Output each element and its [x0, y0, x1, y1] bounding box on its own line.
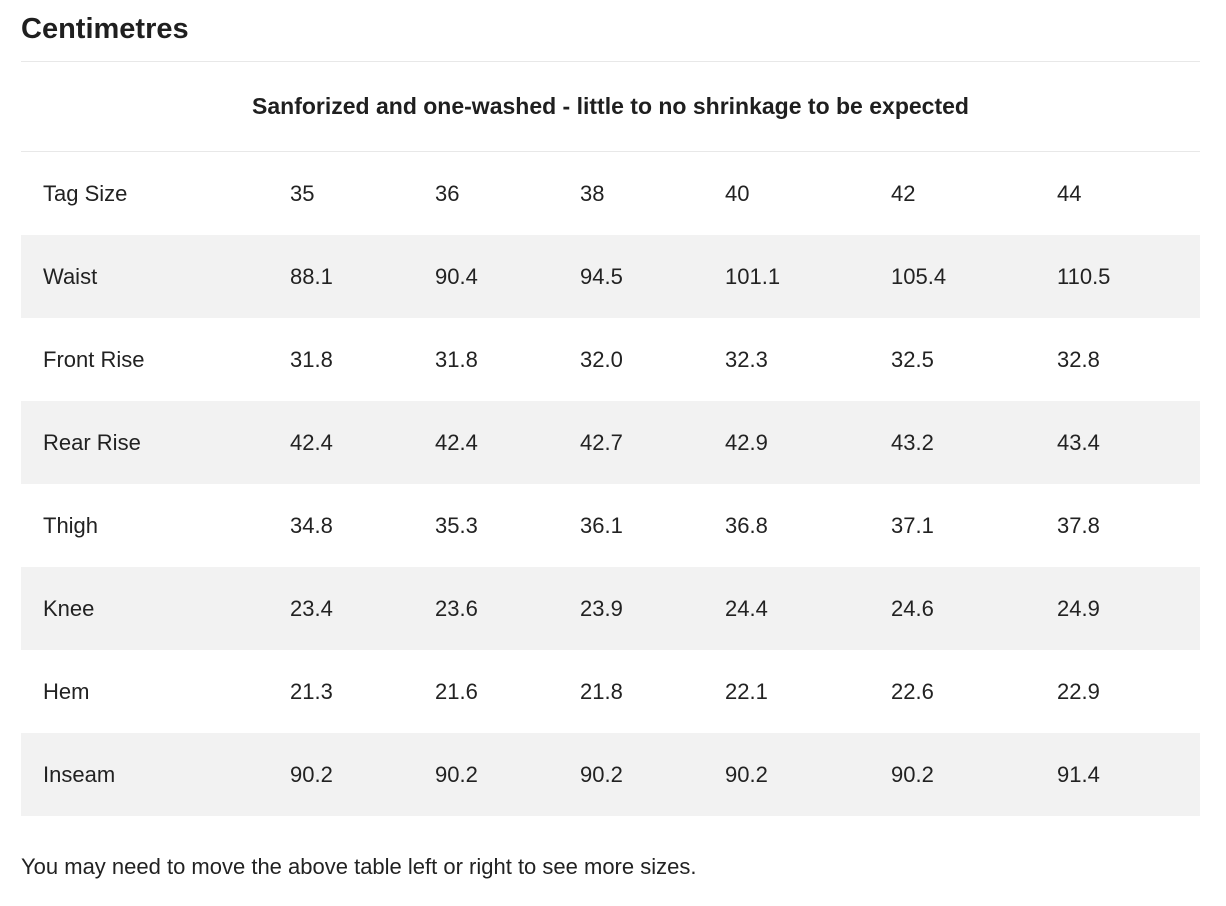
table-cell: 90.2	[558, 733, 703, 816]
section-heading: Centimetres	[21, 0, 1200, 62]
table-cell: 90.4	[413, 235, 558, 318]
table-cell: 36.1	[558, 484, 703, 567]
table-cell: 24.9	[1035, 567, 1200, 650]
row-label: Tag Size	[21, 151, 268, 235]
table-cell: 94.5	[558, 235, 703, 318]
table-cell: 36.8	[703, 484, 869, 567]
table-cell: 23.6	[413, 567, 558, 650]
table-cell: 42.4	[413, 401, 558, 484]
table-cell: 42	[869, 151, 1035, 235]
table-cell: 90.2	[413, 733, 558, 816]
table-cell: 91.4	[1035, 733, 1200, 816]
table-cell: 88.1	[268, 235, 413, 318]
table-row: Tag Size 35 36 38 40 42 44	[21, 151, 1200, 235]
table-cell: 32.5	[869, 318, 1035, 401]
size-chart-table: Sanforized and one-washed - little to no…	[21, 62, 1200, 816]
table-cell: 31.8	[413, 318, 558, 401]
row-label: Thigh	[21, 484, 268, 567]
table-cell: 90.2	[869, 733, 1035, 816]
table-cell: 90.2	[703, 733, 869, 816]
table-cell: 24.4	[703, 567, 869, 650]
table-cell: 42.4	[268, 401, 413, 484]
table-cell: 36	[413, 151, 558, 235]
row-label: Hem	[21, 650, 268, 733]
row-label: Knee	[21, 567, 268, 650]
table-cell: 37.1	[869, 484, 1035, 567]
row-label: Rear Rise	[21, 401, 268, 484]
row-label: Waist	[21, 235, 268, 318]
table-cell: 42.7	[558, 401, 703, 484]
table-cell: 43.4	[1035, 401, 1200, 484]
table-row: Thigh 34.8 35.3 36.1 36.8 37.1 37.8	[21, 484, 1200, 567]
table-cell: 105.4	[869, 235, 1035, 318]
table-row: Waist 88.1 90.4 94.5 101.1 105.4 110.5	[21, 235, 1200, 318]
table-caption: Sanforized and one-washed - little to no…	[21, 62, 1200, 152]
table-cell: 22.1	[703, 650, 869, 733]
table-cell: 32.3	[703, 318, 869, 401]
table-row: Knee 23.4 23.6 23.9 24.4 24.6 24.9	[21, 567, 1200, 650]
table-cell: 101.1	[703, 235, 869, 318]
table-row: Rear Rise 42.4 42.4 42.7 42.9 43.2 43.4	[21, 401, 1200, 484]
table-cell: 22.6	[869, 650, 1035, 733]
row-label: Inseam	[21, 733, 268, 816]
table-cell: 21.8	[558, 650, 703, 733]
table-cell: 37.8	[1035, 484, 1200, 567]
table-cell: 35	[268, 151, 413, 235]
table-caption-row: Sanforized and one-washed - little to no…	[21, 62, 1200, 152]
table-cell: 38	[558, 151, 703, 235]
table-cell: 44	[1035, 151, 1200, 235]
table-cell: 21.3	[268, 650, 413, 733]
row-label: Front Rise	[21, 318, 268, 401]
table-cell: 31.8	[268, 318, 413, 401]
table-cell: 42.9	[703, 401, 869, 484]
table-cell: 90.2	[268, 733, 413, 816]
table-cell: 32.0	[558, 318, 703, 401]
table-row: Front Rise 31.8 31.8 32.0 32.3 32.5 32.8	[21, 318, 1200, 401]
table-cell: 43.2	[869, 401, 1035, 484]
table-cell: 21.6	[413, 650, 558, 733]
size-chart-section: Centimetres Sanforized and one-washed - …	[21, 0, 1200, 816]
table-row: Hem 21.3 21.6 21.8 22.1 22.6 22.9	[21, 650, 1200, 733]
table-cell: 32.8	[1035, 318, 1200, 401]
table-cell: 34.8	[268, 484, 413, 567]
table-cell: 35.3	[413, 484, 558, 567]
table-cell: 23.9	[558, 567, 703, 650]
table-cell: 22.9	[1035, 650, 1200, 733]
table-cell: 24.6	[869, 567, 1035, 650]
table-row: Inseam 90.2 90.2 90.2 90.2 90.2 91.4	[21, 733, 1200, 816]
table-cell: 23.4	[268, 567, 413, 650]
scroll-hint: You may need to move the above table lef…	[21, 854, 697, 879]
table-cell: 110.5	[1035, 235, 1200, 318]
table-cell: 40	[703, 151, 869, 235]
